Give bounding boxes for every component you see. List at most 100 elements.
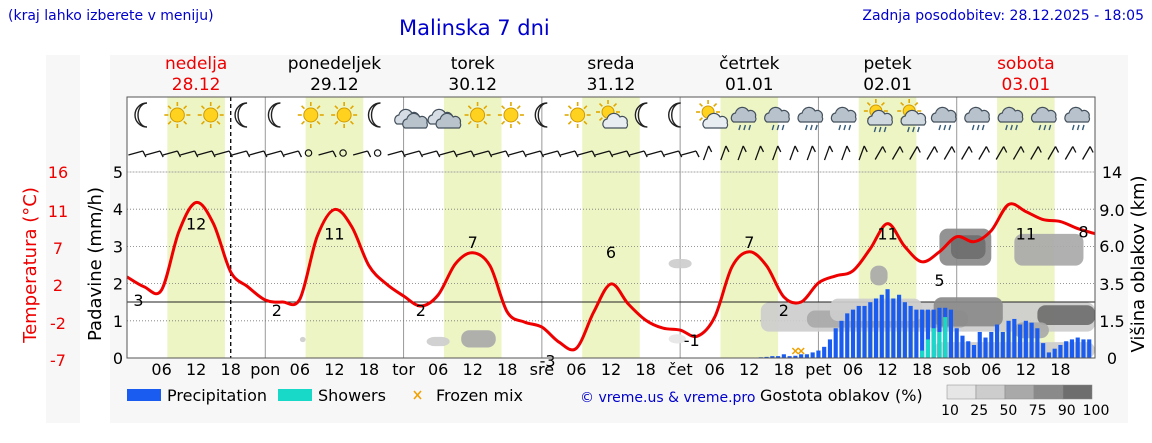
precipitation-bar xyxy=(856,305,861,358)
precipitation-bar xyxy=(879,294,884,358)
x-tick-label: 12 xyxy=(1016,360,1036,379)
rain-cloud-icon xyxy=(997,106,1024,131)
sun-icon xyxy=(331,102,358,128)
sun-disc xyxy=(303,107,319,123)
sun-ray xyxy=(900,101,905,106)
cloud-shape xyxy=(435,112,462,129)
precipitation-bar xyxy=(1029,322,1034,358)
day-name: četrtek xyxy=(719,54,780,74)
wind-barb xyxy=(754,145,765,161)
precipitation-bar xyxy=(1035,328,1040,358)
precipitation-bar xyxy=(1069,339,1075,358)
temperature-label: -3 xyxy=(540,351,556,370)
rain-drop xyxy=(1076,124,1080,131)
page-title: Malinska 7 dni xyxy=(399,16,550,40)
cloud-height-tick: 6.0 xyxy=(1099,237,1124,256)
x-tick-label: 18 xyxy=(497,360,517,379)
moon-icon xyxy=(634,102,648,128)
precipitation-tick: 4 xyxy=(113,200,123,219)
sun-ray xyxy=(699,117,703,122)
barb-flag xyxy=(176,150,182,158)
barb-shaft xyxy=(197,150,213,156)
barb-shaft xyxy=(702,145,710,161)
cloud-region xyxy=(426,336,450,347)
barb-flag xyxy=(846,145,851,153)
precipitation-bar xyxy=(925,309,930,358)
barb-shaft xyxy=(404,150,420,156)
precipitation-tick: 5 xyxy=(113,163,123,182)
legend-swatch xyxy=(278,389,312,401)
calm-circle xyxy=(304,149,313,157)
cloud-shape xyxy=(1064,106,1091,123)
wind-barb xyxy=(577,150,596,158)
barb-shaft xyxy=(422,150,437,156)
sun-icon xyxy=(464,102,491,128)
wind-barb xyxy=(772,145,782,161)
barb-shaft xyxy=(789,145,796,161)
cloud-density-swatch xyxy=(975,384,1006,400)
barb-shaft xyxy=(612,150,628,156)
wind-barb xyxy=(943,146,956,160)
x-tick-label: 18 xyxy=(912,360,932,379)
barb-flag xyxy=(574,150,579,158)
sun-ray xyxy=(583,105,588,110)
barb-shaft xyxy=(961,146,970,160)
day-date: 30.12 xyxy=(448,75,497,95)
barb-flag xyxy=(951,146,956,153)
wind-barb xyxy=(806,145,816,161)
precipitation-bar xyxy=(862,305,867,358)
sun-ray xyxy=(183,120,188,125)
cloud-shape xyxy=(402,112,428,129)
precipitation-tick: 2 xyxy=(113,275,123,294)
precipitation-bar xyxy=(833,328,838,358)
cloud-region xyxy=(870,265,888,286)
barb-flag xyxy=(470,150,475,158)
wind-barb xyxy=(128,150,147,158)
day-name: petek xyxy=(863,54,911,74)
legend-item: Showers xyxy=(278,386,386,405)
rain-drop xyxy=(1005,124,1008,131)
sun-ray xyxy=(501,105,506,110)
showers-bar xyxy=(937,331,942,358)
cloud-height-tick: 9.0 xyxy=(1099,201,1124,220)
x-tick-label: 06 xyxy=(981,360,1001,379)
cloud-density-step: 100 xyxy=(1083,403,1110,419)
wind-barb xyxy=(231,150,251,158)
barb-flag xyxy=(522,150,527,158)
rain-drop xyxy=(883,126,887,133)
temperature-tick: -2 xyxy=(50,314,66,333)
moon-shape xyxy=(234,102,248,128)
sun-ray xyxy=(334,120,339,125)
wind-barb xyxy=(646,150,666,158)
sun-ray xyxy=(567,105,572,110)
day-date: 01.01 xyxy=(725,75,774,95)
rain-drop xyxy=(981,124,985,131)
barb-shaft xyxy=(1030,146,1039,160)
wind-barb xyxy=(373,149,382,157)
barb-flag xyxy=(591,150,596,158)
x-tick-label: 06 xyxy=(705,360,725,379)
wind-barb xyxy=(162,150,182,158)
barb-flag xyxy=(1020,146,1025,153)
wind-barb xyxy=(422,150,441,158)
precipitation-tick: 0 xyxy=(113,349,123,368)
barb-shaft xyxy=(995,146,1005,160)
cloud-shape xyxy=(1030,106,1057,123)
wind-barb xyxy=(543,150,562,158)
wind-barb xyxy=(197,150,216,158)
sun-ray xyxy=(334,105,339,110)
temperature-label: 6 xyxy=(606,243,616,262)
temperature-line xyxy=(126,200,1096,352)
x-tick-label: sob xyxy=(943,360,971,379)
x-tick-label: 06 xyxy=(290,360,310,379)
wind-barb xyxy=(702,145,713,161)
wind-barb xyxy=(304,149,313,157)
sun-ray xyxy=(467,120,472,125)
barb-flag xyxy=(695,150,700,158)
sun-disc xyxy=(570,107,586,123)
precipitation-bar xyxy=(1041,343,1046,358)
wind-barb xyxy=(978,146,990,160)
barb-flag xyxy=(609,150,614,158)
barb-shaft xyxy=(180,150,195,156)
rain-drop xyxy=(814,124,818,131)
